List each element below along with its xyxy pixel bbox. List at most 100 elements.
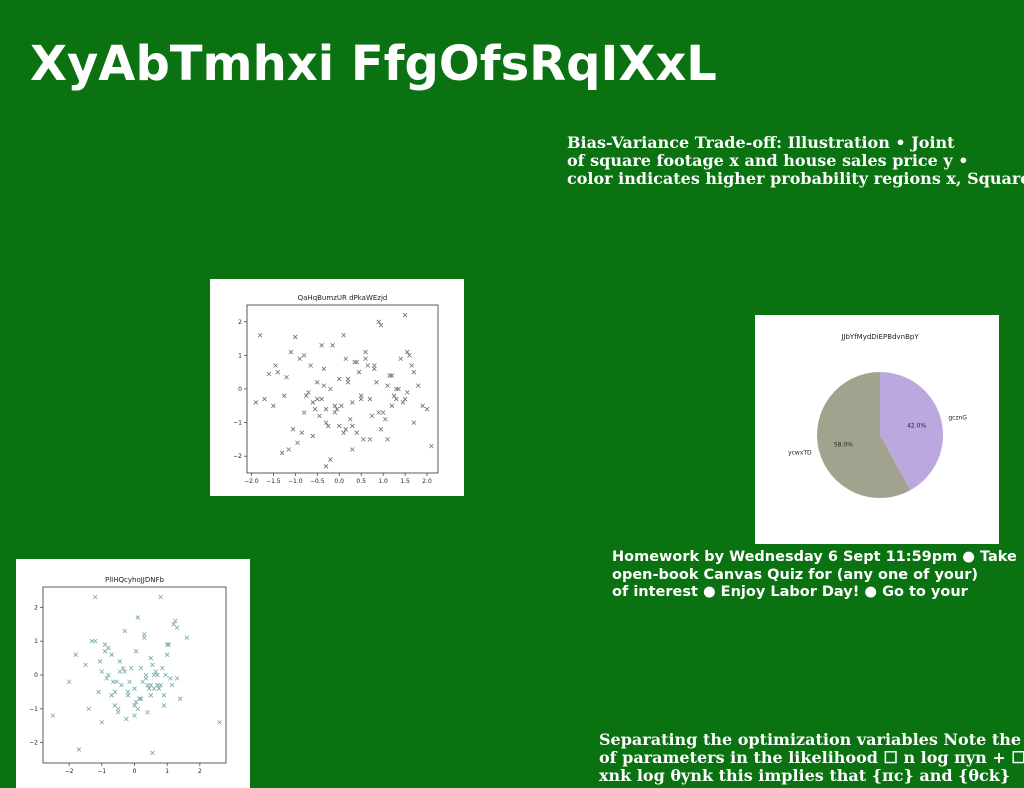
- scatter-a-point: [310, 400, 316, 405]
- scatter-a-point: [330, 343, 335, 348]
- scatter-a-point: [290, 427, 296, 432]
- scatter-a-x-tick-label: −1.0: [288, 478, 303, 485]
- scatter-b-point: [156, 686, 162, 691]
- scatter-a-point: [328, 386, 333, 392]
- scatter-a-point: [356, 369, 362, 375]
- scatter-a-title: QaHqBumzUR dPkaWEzjd: [298, 294, 388, 302]
- optimization-text: Separating the optimization variables No…: [599, 731, 1024, 785]
- scatter-a-point: [288, 349, 294, 355]
- scatter-a-point: [424, 406, 430, 412]
- scatter-b-y-tick-label: 2: [34, 604, 38, 611]
- scatter-a-point: [407, 353, 412, 358]
- scatter-a-point: [343, 427, 349, 432]
- scatter-b-point: [133, 649, 139, 654]
- scatter-a-point: [341, 332, 346, 338]
- scatter-b-point: [161, 693, 167, 698]
- scatter-b-point: [174, 676, 180, 681]
- bias-variance-line-2: of square footage x and house sales pric…: [567, 151, 969, 170]
- scatter-a-point: [334, 406, 340, 412]
- scatter-a-point: [402, 312, 408, 318]
- scatter-a-point: [262, 396, 267, 402]
- scatter-a-point: [365, 363, 371, 368]
- pie-slice-gcznG: [880, 372, 943, 491]
- scatter-b-x-tick-label: 1: [165, 768, 169, 775]
- scatter-a-point: [341, 430, 346, 435]
- scatter-b-point: [66, 679, 72, 685]
- scatter-b-point: [89, 638, 95, 644]
- scatter-a-point: [367, 437, 373, 442]
- scatter-a-point: [376, 410, 382, 415]
- scatter-b-y-tick-label: −1: [29, 706, 38, 713]
- scatter-a-point: [328, 457, 333, 462]
- scatter-a-x-tick-label: −0.5: [310, 478, 325, 485]
- scatter-a-point: [339, 403, 344, 409]
- scatter-b-x-tick-label: −1: [97, 768, 106, 775]
- scatter-b-y-tick-label: −2: [29, 740, 38, 747]
- scatter-b-y-tick-label: 1: [34, 638, 38, 645]
- scatter-a-point: [400, 400, 406, 405]
- scatter-a-x-tick-label: −2.0: [244, 478, 259, 485]
- homework-line-3: of interest ● Enjoy Labor Day! ● Go to y…: [612, 584, 968, 600]
- scatter-a-point: [323, 420, 329, 425]
- pie-chart-svg: JJbYfMydDiEPBdvnBpY 42.0% gcznG 58.0% ycwxTD: [788, 333, 967, 498]
- scatter-b-point: [124, 716, 129, 722]
- scatter-b-point: [145, 682, 150, 688]
- scatter-a-point: [363, 356, 368, 362]
- scatter-b-point: [148, 655, 154, 661]
- scatter-b-point: [164, 652, 170, 657]
- scatter-b-point: [163, 672, 168, 678]
- scatter-b-point: [99, 669, 105, 674]
- scatter-b-point: [142, 632, 147, 637]
- scatter-a-point: [409, 363, 414, 368]
- scatter-b-point: [174, 625, 180, 630]
- scatter-a-point: [332, 403, 338, 409]
- scatter-a-point: [295, 440, 300, 446]
- scatter-b-point: [155, 672, 160, 678]
- scatter-b-point: [166, 642, 172, 647]
- scatter-b-point: [168, 676, 173, 681]
- optimization-line-3: xnk log θynk this implies that {πc} and …: [599, 766, 1011, 785]
- page-title: XyAbTmhxi FfgOfsRqIXxL: [30, 36, 717, 92]
- scatter-a-point: [389, 403, 395, 409]
- scatter-b-point: [125, 693, 131, 698]
- scatter-a-x-tick-label: 1.0: [378, 478, 388, 485]
- pie-slice-label: ycwxTD: [788, 450, 812, 457]
- scatter-a-point: [336, 376, 342, 382]
- scatter-a-point: [396, 386, 401, 392]
- bias-variance-text: Bias-Variance Trade-off: Illustration • …: [567, 134, 1024, 188]
- scatter-a-point: [352, 359, 357, 365]
- scatter-a-point: [308, 363, 313, 368]
- scatter-a-point: [394, 386, 399, 392]
- scatter-b-point: [148, 693, 154, 698]
- scatter-b-point: [73, 652, 78, 657]
- scatter-b-point: [99, 720, 105, 725]
- scatter-a-point: [376, 319, 382, 325]
- scatter-a-point: [323, 463, 329, 469]
- scatter-b-point: [146, 686, 152, 691]
- scatter-b-point: [83, 662, 88, 668]
- scatter-a-point: [363, 349, 368, 355]
- scatter-b-point: [177, 696, 183, 701]
- scatter-b-point: [93, 638, 98, 644]
- scatter-a-point: [391, 393, 397, 399]
- scatter-b-point: [122, 669, 127, 674]
- scatter-b-point: [115, 709, 121, 715]
- scatter-b-point: [127, 679, 132, 685]
- scatter-a-point: [301, 410, 307, 415]
- scatter-chart-a-svg: QaHqBumzUR dPkaWEzjd −2.0 −1.5 −1.0 −0.5 0.0 0…: [233, 294, 439, 485]
- scatter-a-point: [411, 369, 417, 375]
- scatter-a-point: [275, 369, 281, 375]
- scatter-b-point: [119, 682, 124, 688]
- scatter-a-point: [415, 383, 421, 388]
- scatter-b-point: [104, 676, 110, 681]
- scatter-a-y-tick-label: 1: [238, 352, 242, 359]
- scatter-b-point: [164, 642, 170, 647]
- scatter-a-point: [345, 376, 351, 382]
- scatter-a-point: [374, 379, 379, 385]
- scatter-a-y-tick-label: −2: [233, 453, 242, 460]
- scatter-b-x-tick-label: 0: [133, 768, 137, 775]
- scatter-a-point: [350, 423, 355, 429]
- scatter-a-point: [372, 363, 377, 368]
- scatter-b-point: [109, 693, 114, 698]
- scatter-a-point: [266, 371, 272, 377]
